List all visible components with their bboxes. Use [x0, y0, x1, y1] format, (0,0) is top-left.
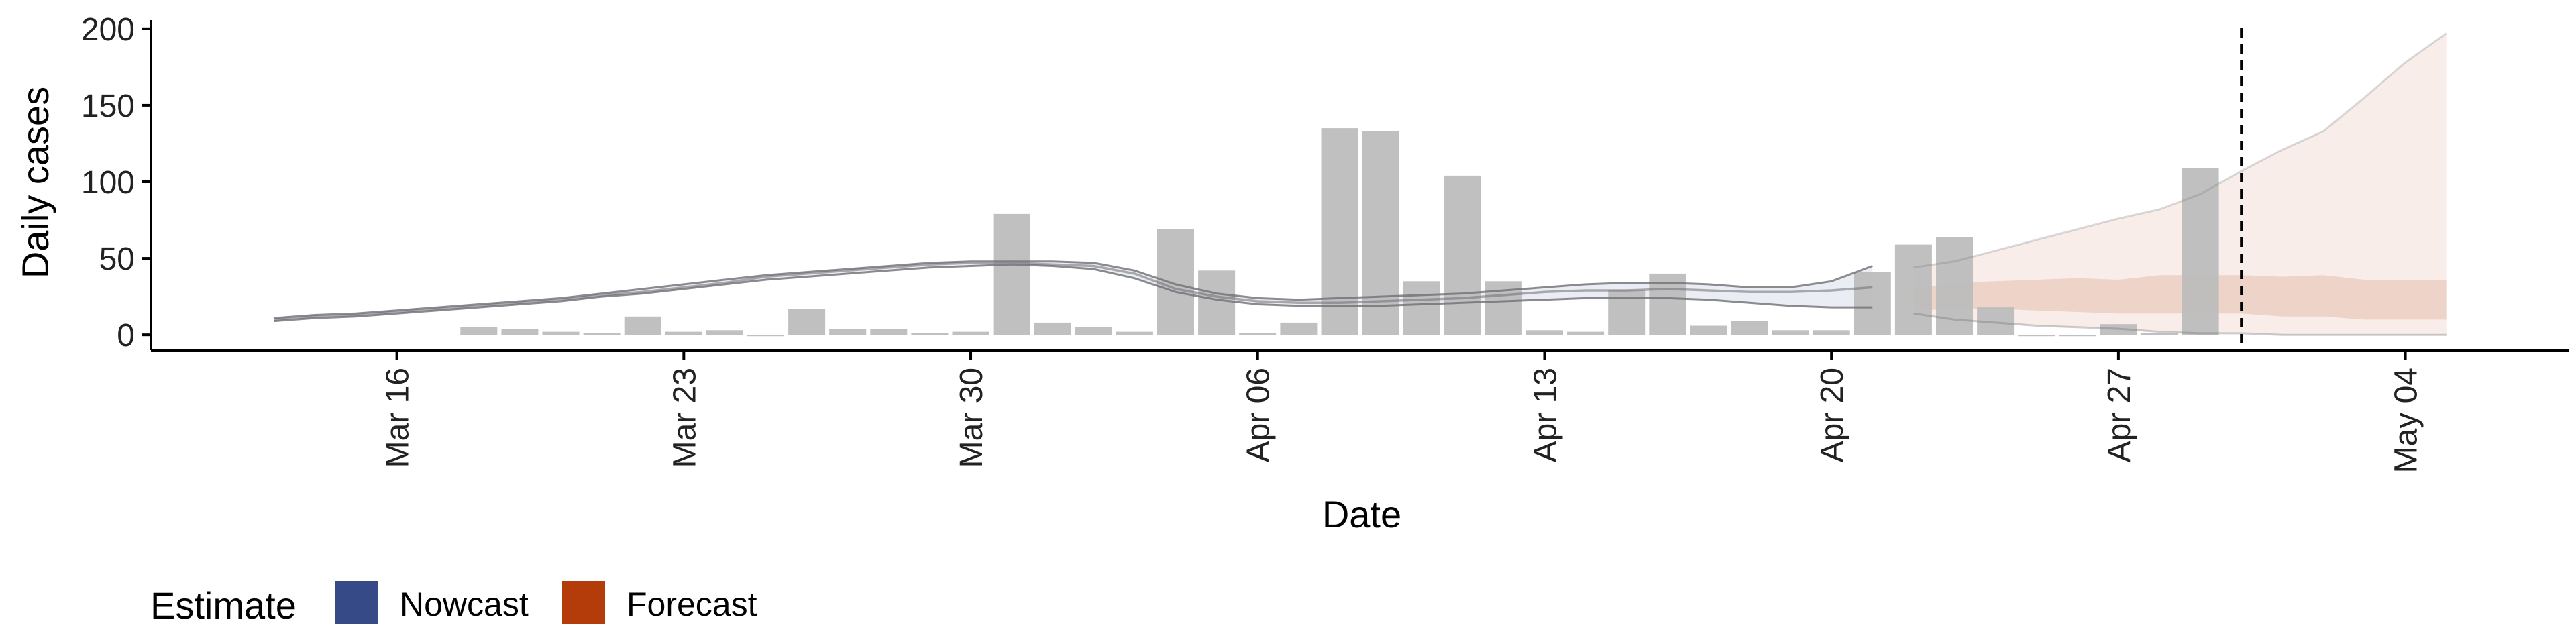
y-tick-label-0: 0 [117, 318, 135, 354]
bar-2020-03-25 [747, 335, 784, 337]
axes-layer: 0 50 100 150 200 Mar 16 Mar 23 Mar 30 Apr 06 Apr … [81, 12, 2569, 473]
bar-2020-04-14 [1567, 331, 1605, 335]
bar-2020-04-26 [2059, 335, 2096, 337]
bar-2020-03-22 [624, 316, 661, 335]
bar-2020-04-21 [1854, 272, 1891, 335]
x-tick-label-2020-04-13: Apr 13 [1528, 368, 1564, 462]
bar-2020-04-08 [1321, 128, 1358, 335]
x-tick-label-2020-04-06: Apr 06 [1241, 368, 1277, 462]
x-tick-label-2020-03-23: Mar 23 [667, 368, 702, 468]
legend-swatch-forecast [562, 581, 605, 624]
bar-2020-04-10 [1403, 281, 1440, 335]
bar-2020-03-28 [870, 329, 908, 335]
bar-2020-04-17 [1690, 325, 1727, 335]
lines-layer [274, 28, 2447, 350]
bar-2020-04-22 [1894, 244, 1932, 335]
bar-2020-04-13 [1526, 330, 1563, 335]
bar-2020-04-24 [1977, 307, 2015, 335]
y-tick-label-50: 50 [99, 241, 135, 277]
bar-2020-04-19 [1772, 330, 1809, 335]
x-tick-label-2020-04-27: Apr 27 [2102, 368, 2137, 462]
nowcast-lower-line [274, 263, 1873, 323]
bar-2020-04-25 [2018, 335, 2055, 337]
bar-2020-03-19 [501, 329, 539, 335]
x-axis-title: Date [1322, 493, 1401, 535]
x-tick-label-2020-05-04: May 04 [2389, 368, 2424, 473]
bar-2020-04-04 [1157, 229, 1194, 335]
x-tick-label-2020-04-20: Apr 20 [1815, 368, 1850, 462]
legend-title: Estimate [150, 584, 297, 627]
bar-2020-03-27 [829, 329, 867, 335]
forecast-upper-line [1913, 32, 2447, 269]
bar-2020-04-05 [1198, 270, 1236, 335]
legend-swatch-nowcast [335, 581, 378, 624]
forecast-layer [1913, 33, 2447, 335]
y-tick-label-100: 100 [81, 165, 135, 201]
bar-2020-03-24 [706, 330, 743, 335]
bar-2020-04-20 [1813, 330, 1850, 335]
x-tick-label-2020-03-16: Mar 16 [380, 368, 416, 468]
bar-2020-03-26 [788, 309, 826, 335]
bar-2020-04-18 [1731, 321, 1768, 335]
bar-2020-03-23 [665, 331, 702, 335]
bar-2020-04-01 [1034, 322, 1071, 335]
bar-2020-04-27 [2100, 324, 2137, 335]
bar-2020-04-03 [1116, 331, 1153, 335]
nowcast-upper-line [274, 260, 1873, 319]
legend: Estimate Nowcast Forecast [150, 581, 757, 627]
x-tick-label-2020-03-30: Mar 30 [954, 368, 989, 468]
y-tick-label-150: 150 [81, 89, 135, 124]
y-axis-title: Daily cases [14, 87, 56, 278]
legend-label-forecast: Forecast [627, 586, 757, 623]
forecast-lower-line [1913, 312, 2447, 336]
bar-2020-04-23 [1936, 237, 1973, 335]
bar-2020-04-02 [1075, 327, 1112, 335]
y-tick-label-200: 200 [81, 12, 135, 48]
bar-2020-04-29 [2182, 168, 2219, 335]
bar-2020-04-11 [1444, 175, 1481, 335]
bar-2020-03-20 [542, 331, 580, 335]
bar-2020-04-28 [2141, 333, 2178, 335]
bar-2020-03-21 [583, 333, 621, 335]
bar-2020-04-06 [1239, 333, 1277, 335]
bar-2020-03-18 [460, 327, 498, 335]
legend-label-nowcast: Nowcast [400, 586, 529, 623]
nowcast-median-line [274, 262, 1873, 321]
forecast-outer-band [1913, 33, 2447, 335]
forecast-inner-band [1913, 275, 2447, 320]
bar-2020-03-30 [952, 331, 989, 335]
bar-2020-04-07 [1280, 322, 1318, 335]
bar-2020-03-31 [993, 213, 1030, 335]
bar-2020-03-29 [911, 333, 949, 335]
